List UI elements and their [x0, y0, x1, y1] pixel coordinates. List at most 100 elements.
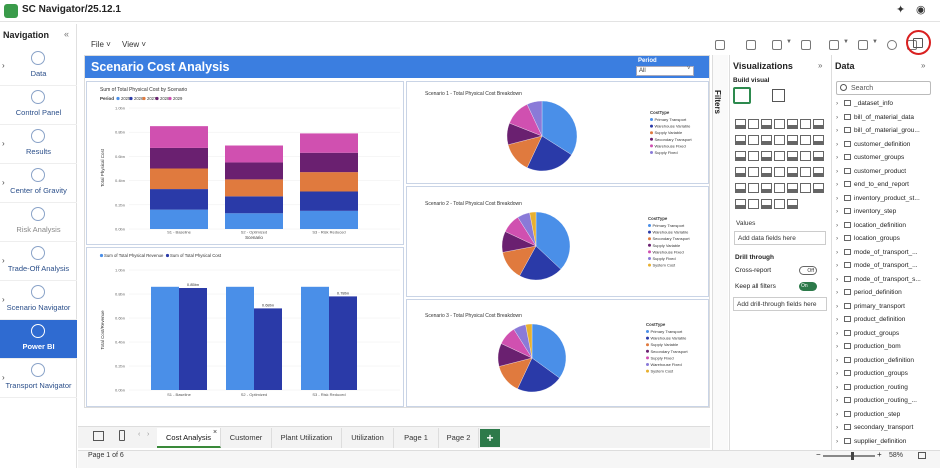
metrics-visual-icon[interactable] — [748, 199, 759, 209]
camera-icon[interactable]: ◉ — [916, 4, 926, 16]
expand-arrow-icon[interactable]: › — [836, 181, 839, 188]
line-visual-icon[interactable] — [813, 119, 824, 129]
data-table-item[interactable]: › mode_of_transport_... — [836, 262, 934, 275]
nav-item-trade-off-analysis[interactable]: Trade-Off Analysis › — [0, 242, 77, 281]
expand-arrow-icon[interactable]: › — [836, 397, 839, 404]
expand-arrow-icon[interactable]: › — [2, 178, 5, 187]
zoom-out-icon[interactable]: − — [816, 450, 821, 459]
scatter-visual-icon[interactable] — [735, 151, 746, 161]
collapse-pane-icon[interactable]: » — [818, 61, 823, 70]
data-table-item[interactable]: › inventory_product_st... — [836, 194, 934, 208]
data-search-input[interactable]: Search — [836, 81, 931, 95]
expand-arrow-icon[interactable]: › — [836, 370, 839, 377]
nav-item-risk-analysis[interactable]: Risk Analysis — [0, 203, 77, 242]
nav-item-scenario-navigator[interactable]: Scenario Navigator › — [0, 281, 77, 320]
expand-arrow-icon[interactable]: › — [836, 410, 839, 418]
waterfall-visual-icon[interactable] — [800, 135, 811, 145]
expand-arrow-icon[interactable]: › — [836, 127, 839, 134]
pie-visual-icon[interactable] — [748, 151, 759, 161]
expand-arrow-icon[interactable]: › — [836, 208, 839, 215]
gauge-visual-icon[interactable] — [748, 167, 759, 177]
filled-map-visual-icon[interactable] — [800, 151, 811, 161]
save-icon[interactable] — [913, 38, 923, 48]
data-table-item[interactable]: › production_definition — [836, 356, 934, 370]
expand-arrow-icon[interactable]: › — [836, 100, 839, 107]
data-table-item[interactable]: › end_to_end_report — [836, 181, 934, 194]
nav-item-center-of-gravity[interactable]: Center of Gravity › — [0, 164, 77, 203]
data-table-item[interactable]: › production_routing — [836, 383, 934, 397]
data-table-item[interactable]: › customer_groups — [836, 154, 934, 167]
expand-arrow-icon[interactable]: › — [2, 139, 5, 148]
slicer-visual-icon[interactable] — [800, 167, 811, 177]
chevron-down-icon[interactable]: ▼ — [843, 39, 849, 45]
100-bar-visual-icon[interactable] — [787, 119, 798, 129]
r-visual-visual-icon[interactable] — [748, 183, 759, 193]
area-visual-icon[interactable] — [735, 135, 746, 145]
chevron-down-icon[interactable]: ▼ — [786, 39, 792, 45]
data-table-item[interactable]: › supplier_definition — [836, 437, 934, 451]
expand-arrow-icon[interactable]: › — [836, 167, 839, 175]
data-table-item[interactable]: › period_definition — [836, 289, 934, 302]
data-table-item[interactable]: › inventory_step — [836, 208, 934, 221]
expand-arrow-icon[interactable]: › — [836, 221, 839, 229]
kpi-visual-icon[interactable] — [787, 167, 798, 177]
data-table-item[interactable]: › mode_of_transport_... — [836, 248, 934, 262]
expand-arrow-icon[interactable]: › — [2, 256, 5, 265]
funnel-visual-icon[interactable] — [813, 135, 824, 145]
page-tab-cost-analysis[interactable]: Cost Analysis — [157, 428, 221, 448]
line-column-visual-icon[interactable] — [761, 135, 772, 145]
expand-arrow-icon[interactable]: › — [836, 113, 839, 121]
keep-all-filters-toggle[interactable]: On — [799, 282, 817, 291]
add-page-button[interactable]: + — [480, 429, 500, 447]
multi-row-card-visual-icon[interactable] — [774, 167, 785, 177]
more-visual-icon[interactable] — [787, 199, 798, 209]
azure-map-visual-icon[interactable] — [813, 151, 824, 161]
nav-item-power-bi[interactable]: Power BI — [0, 320, 77, 359]
data-table-item[interactable]: › product_definition — [836, 316, 934, 329]
chevron-down-icon[interactable]: ˅ — [687, 66, 691, 72]
format-visual-icon[interactable] — [772, 89, 785, 102]
expand-arrow-icon[interactable]: › — [836, 140, 839, 148]
data-table-item[interactable]: › product_groups — [836, 329, 934, 343]
collapse-pane-icon[interactable]: » — [921, 61, 926, 70]
explore-icon[interactable] — [858, 40, 868, 50]
power-automate-visual-icon[interactable] — [774, 199, 785, 209]
nav-item-data[interactable]: Data › — [0, 47, 77, 86]
stacked-bar-visual-icon[interactable] — [735, 119, 746, 129]
expand-arrow-icon[interactable]: › — [836, 316, 839, 323]
data-table-item[interactable]: › customer_definition — [836, 140, 934, 154]
donut-visual-icon[interactable] — [761, 151, 772, 161]
expand-arrow-icon[interactable]: › — [836, 289, 839, 296]
collapse-nav-icon[interactable]: « — [64, 29, 70, 39]
sparkle-icon[interactable]: ✦ — [896, 4, 906, 16]
tab-scroll-right-icon[interactable]: › — [147, 431, 150, 438]
page-tab-plant-utilization[interactable]: Plant Utilization — [272, 428, 342, 448]
data-table-item[interactable]: › bill_of_material_grou... — [836, 127, 934, 140]
page-tab-page-1[interactable]: Page 1 — [394, 428, 439, 448]
shape-map-visual-icon[interactable] — [735, 167, 746, 177]
mobile-view-icon[interactable] — [119, 430, 125, 441]
expand-arrow-icon[interactable]: › — [836, 383, 839, 391]
expand-arrow-icon[interactable]: › — [836, 262, 839, 269]
data-table-item[interactable]: › location_groups — [836, 235, 934, 248]
stacked-column-visual-icon[interactable] — [748, 119, 759, 129]
text-box-icon[interactable] — [746, 40, 756, 50]
expand-arrow-icon[interactable]: › — [836, 194, 839, 202]
matrix-visual-icon[interactable] — [735, 183, 746, 193]
expand-arrow-icon[interactable]: › — [836, 343, 839, 350]
fit-to-page-icon[interactable] — [918, 452, 926, 459]
data-table-item[interactable]: › secondary_transport — [836, 424, 934, 437]
expand-arrow-icon[interactable]: › — [836, 424, 839, 431]
expand-arrow-icon[interactable]: › — [836, 302, 839, 310]
desktop-view-icon[interactable] — [93, 431, 104, 441]
expand-arrow-icon[interactable]: › — [836, 248, 839, 256]
filters-label[interactable]: Filters — [713, 90, 722, 115]
page-tab-customer[interactable]: Customer — [221, 428, 272, 448]
data-table-item[interactable]: › production_routing_... — [836, 397, 934, 410]
narrative-visual-icon[interactable] — [813, 183, 824, 193]
tab-scroll-left-icon[interactable]: ‹ — [138, 431, 141, 438]
present-icon[interactable] — [829, 40, 839, 50]
map-visual-icon[interactable] — [787, 151, 798, 161]
clustered-bar-visual-icon[interactable] — [761, 119, 772, 129]
file-menu[interactable]: File ˅ — [91, 40, 111, 49]
